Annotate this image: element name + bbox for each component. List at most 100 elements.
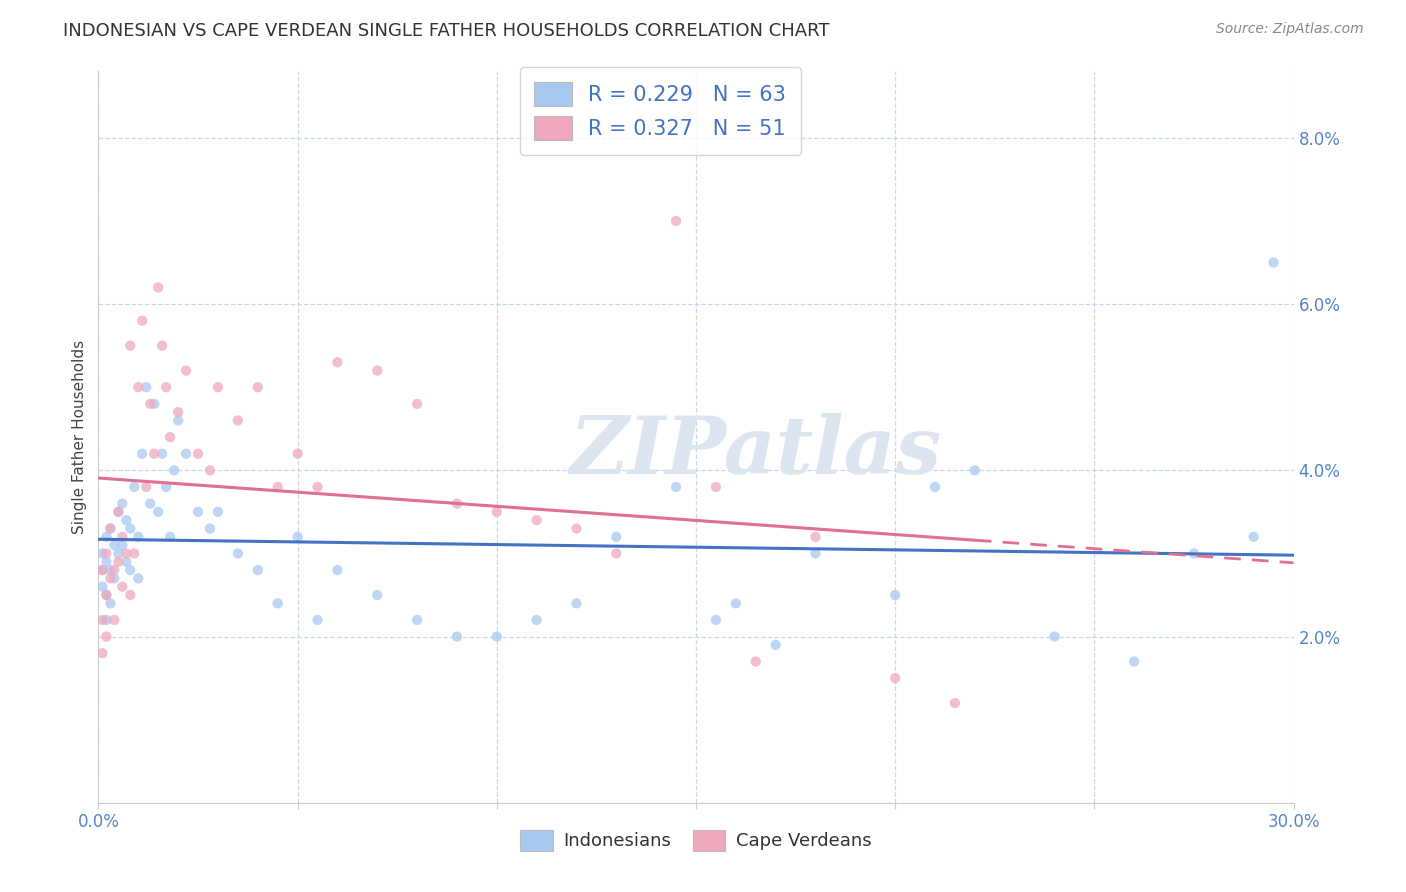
Point [115,555,138,569]
Point [150,338,173,352]
Point [98,563,122,577]
Point [804,530,827,544]
Point [406,397,429,411]
Point [665,480,688,494]
Point [120,563,142,577]
Point [111,580,134,594]
Point [167,413,190,427]
Point [485,505,508,519]
Point [155,380,177,394]
Point [124,480,146,494]
Point [131,447,153,461]
Point [704,613,727,627]
Point [127,380,149,394]
Point [366,588,388,602]
Point [745,655,768,669]
Point [287,530,309,544]
Point [120,588,142,602]
Point [135,380,157,394]
Point [526,513,548,527]
Point [103,613,125,627]
Point [159,530,181,544]
Text: ZIPatlas: ZIPatlas [569,413,942,491]
Point [565,596,588,610]
Point [198,521,221,535]
Point [326,563,349,577]
Point [111,538,134,552]
Point [96,588,118,602]
Point [704,480,727,494]
Point [124,546,146,560]
Point [111,497,134,511]
Point [485,630,508,644]
Point [565,521,588,535]
Point [159,430,181,444]
Point [91,563,114,577]
Point [135,480,157,494]
Point [207,505,229,519]
Point [307,480,329,494]
Point [943,696,966,710]
Text: Source: ZipAtlas.com: Source: ZipAtlas.com [1216,22,1364,37]
Point [287,447,309,461]
Point [207,380,229,394]
Point [96,613,118,627]
Point [91,546,114,560]
Point [96,530,118,544]
Point [98,521,122,535]
Point [155,480,177,494]
Point [115,513,138,527]
Point [605,546,627,560]
Point [91,580,114,594]
Point [139,397,162,411]
Point [804,546,827,560]
Point [107,555,129,569]
Point [246,380,269,394]
Point [1243,530,1265,544]
Point [1182,546,1205,560]
Point [884,671,907,685]
Point [111,530,134,544]
Point [1043,630,1066,644]
Point [91,563,114,577]
Point [326,355,349,369]
Point [127,571,149,585]
Point [107,505,129,519]
Point [246,563,269,577]
Point [665,214,688,228]
Point [1123,655,1146,669]
Point [96,546,118,560]
Point [446,497,468,511]
Point [163,463,186,477]
Point [127,530,149,544]
Point [143,397,166,411]
Point [96,630,118,644]
Legend: Indonesians, Cape Verdeans: Indonesians, Cape Verdeans [510,821,882,860]
Point [98,571,122,585]
Point [139,497,162,511]
Point [98,521,122,535]
Point [226,546,249,560]
Point [884,588,907,602]
Point [924,480,946,494]
Point [107,505,129,519]
Point [131,314,153,328]
Point [120,338,142,352]
Point [226,413,249,427]
Point [103,538,125,552]
Point [120,521,142,535]
Y-axis label: Single Father Households: Single Father Households [72,340,87,534]
Point [91,646,114,660]
Point [103,571,125,585]
Point [267,480,290,494]
Point [963,463,986,477]
Point [1263,255,1285,269]
Point [103,563,125,577]
Point [150,447,173,461]
Text: INDONESIAN VS CAPE VERDEAN SINGLE FATHER HOUSEHOLDS CORRELATION CHART: INDONESIAN VS CAPE VERDEAN SINGLE FATHER… [63,22,830,40]
Point [98,596,122,610]
Point [526,613,548,627]
Point [187,447,209,461]
Point [143,447,166,461]
Point [148,505,170,519]
